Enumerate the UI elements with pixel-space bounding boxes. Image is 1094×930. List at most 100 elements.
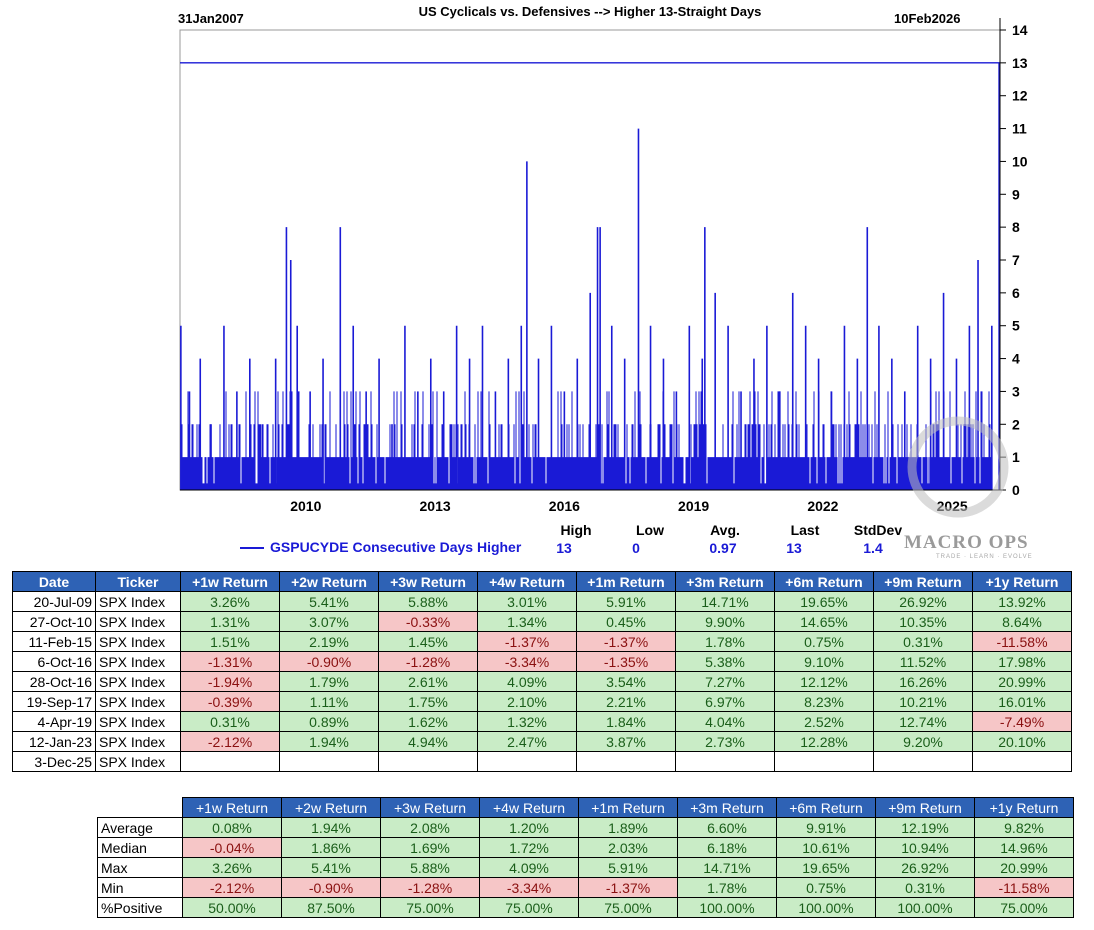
summary-label: %Positive	[97, 897, 183, 918]
return-cell: 17.98%	[972, 651, 1072, 672]
return-cell: 5.41%	[279, 591, 379, 612]
y-tick-label: 5	[1012, 318, 1020, 334]
table-row: 11-Feb-15 SPX Index 1.51% 2.19% 1.45% -1.37% -…	[12, 631, 1072, 652]
return-cell: 3.54%	[576, 671, 676, 692]
summary-cell: 14.96%	[974, 837, 1074, 858]
summary-cell: 100.00%	[677, 897, 777, 918]
summary-cell: 0.75%	[776, 877, 876, 898]
summary-cell: 9.91%	[776, 817, 876, 838]
return-cell: 20.99%	[972, 671, 1072, 692]
return-cell: 9.10%	[774, 651, 874, 672]
return-cell: 12.74%	[873, 711, 973, 732]
summary-cell: -3.34%	[479, 877, 579, 898]
summary-cell: 5.91%	[578, 857, 678, 878]
ticker-cell: SPX Index	[95, 711, 181, 732]
start-date-label: 31Jan2007	[176, 11, 246, 26]
ticker-cell: SPX Index	[95, 751, 181, 772]
ticker-cell: SPX Index	[95, 671, 181, 692]
summary-cell: 14.71%	[677, 857, 777, 878]
return-cell: 3.26%	[180, 591, 280, 612]
x-tick-label: 2022	[807, 498, 838, 514]
return-cell: 5.91%	[576, 591, 676, 612]
column-header: +1m Return	[576, 571, 676, 592]
stat-value: 0.97	[709, 540, 736, 556]
return-cell: 4.09%	[477, 671, 577, 692]
summary-cell: 1.72%	[479, 837, 579, 858]
table-row: 27-Oct-10 SPX Index 1.31% 3.07% -0.33% 1.34% 0…	[12, 611, 1072, 632]
stat-value: 1.4	[863, 540, 883, 556]
return-cell: -1.31%	[180, 651, 280, 672]
summary-cell: 100.00%	[776, 897, 876, 918]
return-cell: 2.10%	[477, 691, 577, 712]
date-cell: 28-Oct-16	[12, 671, 96, 692]
summary-cell: 10.61%	[776, 837, 876, 858]
return-cell: -2.12%	[180, 731, 280, 752]
return-cell	[477, 751, 577, 772]
return-cell: 8.64%	[972, 611, 1072, 632]
summary-cell: 3.26%	[182, 857, 282, 878]
watermark-text: MACRO OPS	[904, 532, 1029, 553]
column-header: Date	[12, 571, 96, 592]
watermark-tagline: TRADE · LEARN · EVOLVE	[936, 554, 1033, 560]
return-cell	[378, 751, 478, 772]
return-cell: 1.94%	[279, 731, 379, 752]
return-cell: 20.10%	[972, 731, 1072, 752]
summary-label: Min	[97, 877, 183, 898]
table-row: 3-Dec-25 SPX Index	[12, 751, 1072, 772]
return-cell: 1.31%	[180, 611, 280, 632]
summary-cell: 9.82%	[974, 817, 1074, 838]
legend-swatch	[240, 547, 264, 549]
column-header: +3m Return	[677, 797, 777, 818]
date-cell: 19-Sep-17	[12, 691, 96, 712]
return-cell: 14.71%	[675, 591, 775, 612]
column-header: +9m Return	[875, 797, 975, 818]
table-row: 6-Oct-16 SPX Index -1.31% -0.90% -1.28% -3.34…	[12, 651, 1072, 672]
return-cell: -3.34%	[477, 651, 577, 672]
column-header: +1w Return	[180, 571, 280, 592]
y-tick-label: 6	[1012, 285, 1020, 301]
return-cell: 5.38%	[675, 651, 775, 672]
return-cell: 0.31%	[873, 631, 973, 652]
summary-cell: 1.89%	[578, 817, 678, 838]
date-cell: 3-Dec-25	[12, 751, 96, 772]
column-header: +4w Return	[477, 571, 577, 592]
summary-table: +1w Return +2w Return +3w Return +4w Return…	[97, 797, 1074, 918]
summary-cell: -1.28%	[380, 877, 480, 898]
summary-cell: -11.58%	[974, 877, 1074, 898]
return-cell: 2.21%	[576, 691, 676, 712]
stat-header: Low	[636, 522, 664, 538]
return-cell: 14.65%	[774, 611, 874, 632]
summary-cell: 26.92%	[875, 857, 975, 878]
return-cell	[873, 751, 973, 772]
return-cell: 19.65%	[774, 591, 874, 612]
events-header-row: Date Ticker +1w Return +2w Return +3w Return…	[12, 571, 1072, 592]
return-cell: 2.52%	[774, 711, 874, 732]
return-cell: 1.62%	[378, 711, 478, 732]
summary-cell: 10.94%	[875, 837, 975, 858]
stat-value: 0	[632, 540, 640, 556]
return-cell: 6.97%	[675, 691, 775, 712]
return-cell: 1.32%	[477, 711, 577, 732]
column-header: +1w Return	[182, 797, 282, 818]
column-header: +9m Return	[873, 571, 973, 592]
y-tick-label: 9	[1012, 186, 1020, 202]
column-header: +3w Return	[378, 571, 478, 592]
ticker-cell: SPX Index	[95, 631, 181, 652]
summary-cell: 6.60%	[677, 817, 777, 838]
stat-header: High	[560, 522, 591, 538]
ticker-cell: SPX Index	[95, 731, 181, 752]
x-tick-label: 2016	[549, 498, 580, 514]
watermark-logo	[907, 416, 1009, 518]
return-cell: 5.88%	[378, 591, 478, 612]
return-cell: 10.21%	[873, 691, 973, 712]
return-cell: 16.01%	[972, 691, 1072, 712]
summary-cell: -1.37%	[578, 877, 678, 898]
column-header: +1m Return	[578, 797, 678, 818]
return-cell: 4.94%	[378, 731, 478, 752]
summary-cell: 12.19%	[875, 817, 975, 838]
stat-value: 13	[556, 540, 572, 556]
summary-row: Min -2.12% -0.90% -1.28% -3.34% -1.37% 1.78% 0.…	[97, 877, 1074, 898]
return-cell	[972, 751, 1072, 772]
summary-cell: 20.99%	[974, 857, 1074, 878]
return-cell: 1.51%	[180, 631, 280, 652]
